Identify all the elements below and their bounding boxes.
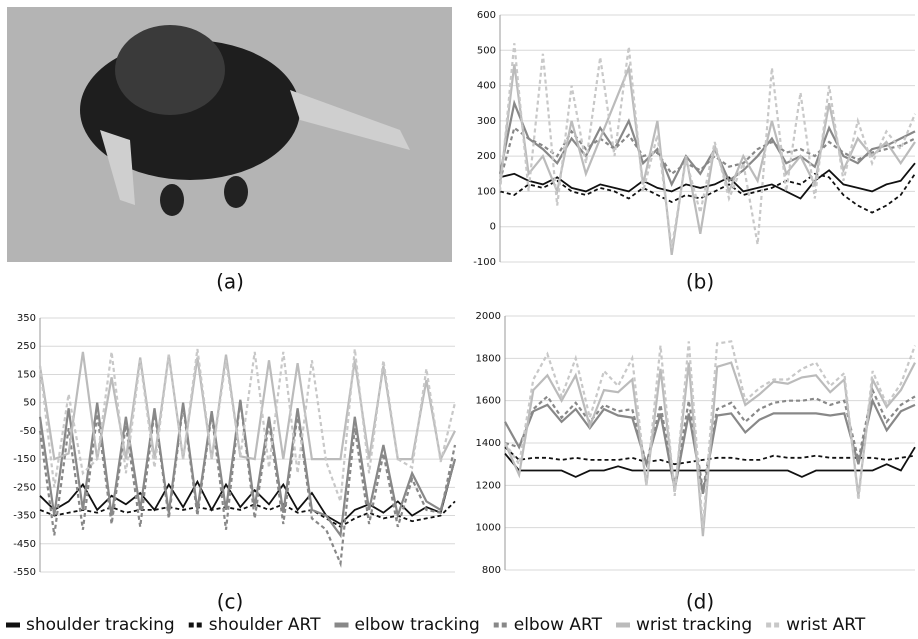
series-line <box>38 348 457 502</box>
y-tick-label: 100 <box>477 186 496 197</box>
y-tick-label: 500 <box>477 45 496 56</box>
series-line <box>498 126 916 182</box>
panel-label: (c) <box>217 590 244 614</box>
series-line <box>38 399 457 568</box>
legend-label: elbow ART <box>514 615 603 635</box>
y-tick-label: 50 <box>23 398 36 409</box>
y-tick-label: 250 <box>17 341 36 352</box>
panel-label: (a) <box>216 270 244 294</box>
panel-label: (b) <box>686 270 714 294</box>
legend-label: shoulder ART <box>209 615 321 635</box>
y-tick-label: 0 <box>490 222 496 233</box>
y-tick-label: 200 <box>477 151 496 162</box>
legend-label: elbow tracking <box>355 615 480 635</box>
y-tick-label: 400 <box>477 81 496 92</box>
y-tick-label: -50 <box>20 426 36 437</box>
y-tick-label: 1800 <box>476 353 501 364</box>
series-line <box>38 351 456 463</box>
panel-label: (d) <box>686 590 714 614</box>
y-tick-label: 300 <box>477 116 496 127</box>
y-tick-label: 1200 <box>476 480 501 491</box>
y-tick-label: -250 <box>13 482 36 493</box>
y-tick-label: -550 <box>13 567 36 578</box>
series-line <box>504 340 917 528</box>
legend-label: shoulder tracking <box>26 615 175 635</box>
y-tick-label: 350 <box>17 313 36 324</box>
photo <box>7 7 452 262</box>
y-tick-label: 600 <box>477 10 496 21</box>
series-line <box>498 63 916 256</box>
series-line <box>498 99 916 188</box>
y-tick-label: 150 <box>17 369 36 380</box>
series-line <box>499 172 916 214</box>
y-tick-label: -150 <box>13 454 36 465</box>
y-tick-label: -350 <box>13 511 36 522</box>
y-tick-label: 1000 <box>476 523 501 534</box>
legend-label: wrist tracking <box>636 615 752 635</box>
series-line <box>498 43 917 249</box>
y-tick-label: 800 <box>482 565 501 576</box>
y-tick-label: -450 <box>13 539 36 550</box>
y-tick-label: 1400 <box>476 438 501 449</box>
legend-label: wrist ART <box>786 615 866 635</box>
y-tick-label: 1600 <box>476 396 501 407</box>
y-tick-label: -100 <box>473 257 496 268</box>
series-line <box>504 446 916 478</box>
y-tick-label: 2000 <box>476 311 501 322</box>
